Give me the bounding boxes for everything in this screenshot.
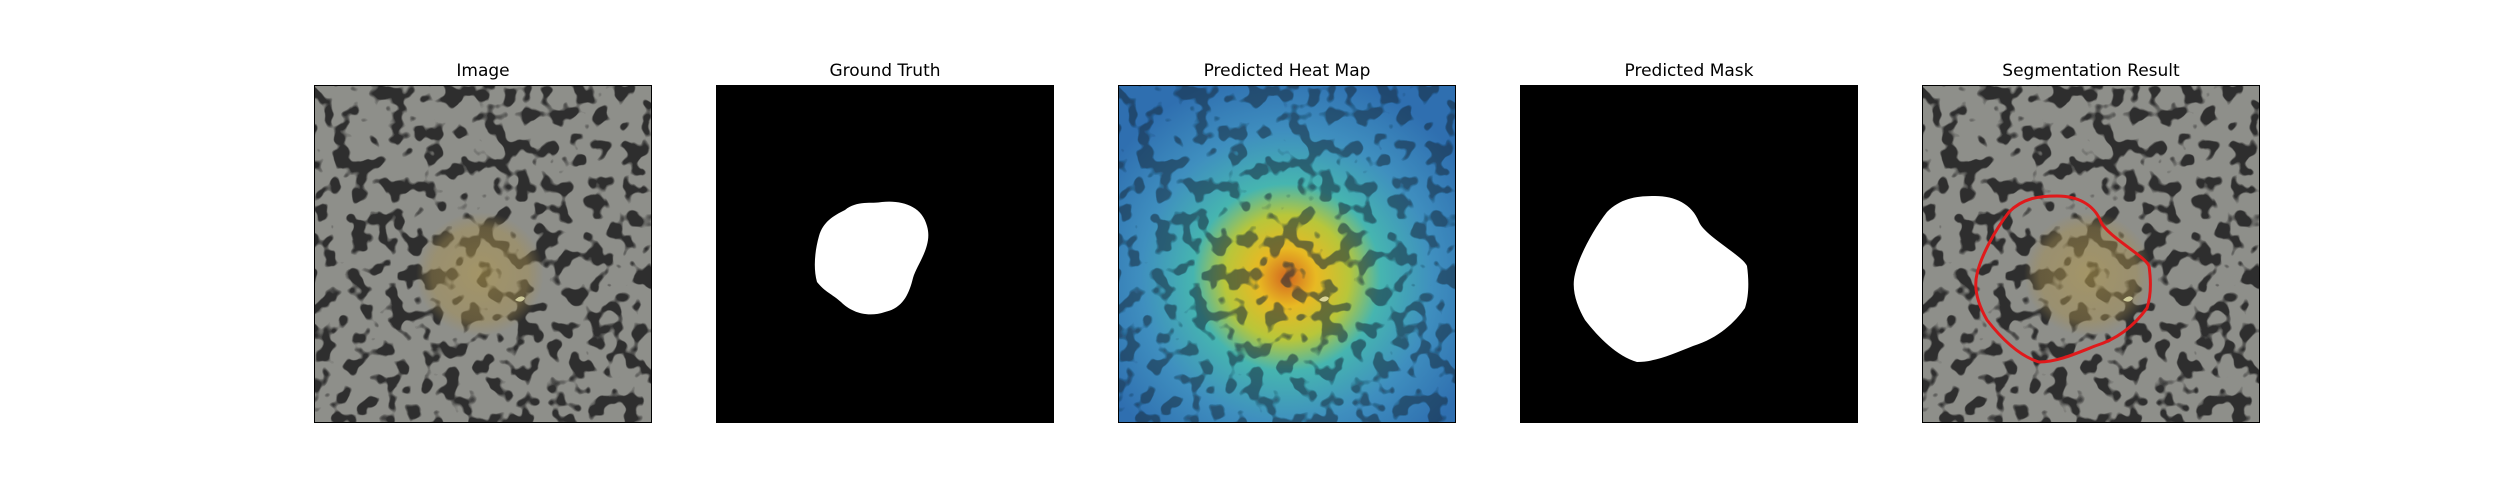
segmentation-frame — [1922, 85, 2260, 423]
segmentation-overlay — [1923, 86, 2259, 422]
image-frame — [314, 85, 652, 423]
panel-title-heatmap: Predicted Heat Map — [1203, 61, 1371, 81]
predicted-region — [1573, 196, 1749, 362]
ground-truth-region — [814, 201, 929, 315]
panel-title-image: Image — [456, 61, 510, 81]
panel-title-segmentation: Segmentation Result — [2002, 61, 2180, 81]
heatmap-highlight — [1319, 296, 1329, 302]
predicted-heatmap — [1119, 86, 1455, 422]
lesion-highlight — [515, 296, 525, 302]
ground-truth-mask — [717, 86, 1053, 422]
ground-truth-frame — [716, 85, 1054, 423]
lesion-highlight — [2123, 296, 2133, 302]
heatmap-texture — [1119, 86, 1455, 422]
lesion-region — [416, 212, 544, 336]
heatmap-frame — [1118, 85, 1456, 423]
predicted-contour — [1974, 194, 2152, 364]
input-image — [315, 86, 651, 422]
predicted-mask — [1521, 86, 1857, 422]
lesion-region — [2024, 212, 2152, 336]
predicted-mask-frame — [1520, 85, 1858, 423]
panel-title-ground-truth: Ground Truth — [829, 61, 941, 81]
panel-title-predicted-mask: Predicted Mask — [1624, 61, 1754, 81]
